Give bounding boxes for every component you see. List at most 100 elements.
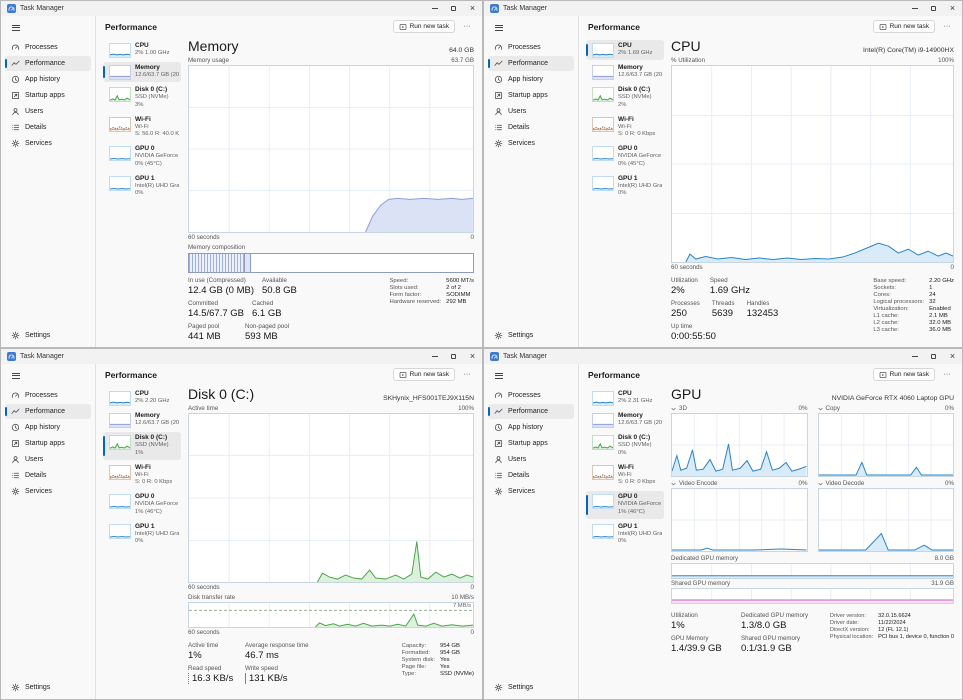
titlebar[interactable]: Task Manager × — [484, 1, 962, 16]
sidebar-item-users[interactable]: Users — [488, 104, 574, 119]
sidebar-item-settings[interactable]: Settings — [488, 680, 574, 695]
perf-tab-cpu[interactable]: CPU 2% 1.69 GHz — [586, 40, 664, 60]
perf-tab-cpu[interactable]: CPU 2% 1.00 GHz — [103, 40, 181, 60]
cpu-utilization-chart[interactable] — [671, 65, 954, 264]
close-button[interactable]: × — [469, 3, 476, 13]
sidebar-item-app-history[interactable]: App history — [5, 72, 91, 87]
hamburger-icon — [12, 372, 20, 379]
sidebar-item-startup-apps[interactable]: Startup apps — [488, 436, 574, 451]
chevron-down-icon[interactable] — [817, 407, 823, 411]
minimize-button[interactable] — [425, 1, 444, 16]
perf-tab-wi-fi[interactable]: Wi-Fi Wi-Fi S: 0 R: 0 Kbps — [586, 462, 664, 490]
sidebar-item-services[interactable]: Services — [488, 484, 574, 499]
perf-tab-wi-fi[interactable]: Wi-Fi Wi-Fi S: 0 R: 0 Kbps — [103, 462, 181, 490]
sidebar-item-startup-apps[interactable]: Startup apps — [5, 436, 91, 451]
dedicated-gpu-memory-chart[interactable] — [671, 563, 954, 580]
close-button[interactable]: × — [949, 351, 956, 361]
perf-tab-cpu[interactable]: CPU 2% 2.20 GHz — [103, 388, 181, 408]
sidebar-item-app-history[interactable]: App history — [5, 420, 91, 435]
chevron-down-icon[interactable] — [671, 407, 676, 411]
gpu-engine-chart-video-decode[interactable] — [817, 488, 954, 553]
run-new-task-button[interactable]: Run new task — [392, 368, 455, 381]
maximize-button[interactable] — [444, 349, 463, 364]
run-new-task-button[interactable]: Run new task — [872, 368, 935, 381]
sidebar-item-users[interactable]: Users — [5, 452, 91, 467]
sidebar-item-users[interactable]: Users — [5, 104, 91, 119]
sidebar-item-processes[interactable]: Processes — [5, 388, 91, 403]
navigation-menu-button[interactable] — [5, 21, 91, 34]
sidebar-item-performance[interactable]: Performance — [5, 56, 91, 71]
navigation-menu-button[interactable] — [5, 369, 91, 382]
disk-active-time-chart[interactable] — [188, 413, 474, 584]
minimize-button[interactable] — [905, 349, 924, 364]
perf-tab-cpu[interactable]: CPU 2% 2.31 GHz — [586, 388, 664, 408]
chevron-down-icon[interactable] — [671, 482, 676, 486]
sidebar-item-startup-apps[interactable]: Startup apps — [488, 88, 574, 103]
maximize-button[interactable] — [924, 349, 943, 364]
perf-tab-wi-fi[interactable]: Wi-Fi Wi-Fi S: 0 R: 0 Kbps — [586, 114, 664, 142]
sidebar-item-performance[interactable]: Performance — [5, 404, 91, 419]
titlebar[interactable]: Task Manager × — [1, 349, 482, 364]
memory-composition-bar[interactable] — [188, 253, 474, 274]
run-new-task-button[interactable]: Run new task — [872, 20, 935, 33]
disk-transfer-rate-chart[interactable]: 7 MB/s — [188, 602, 474, 629]
more-options-button[interactable]: ··· — [940, 368, 954, 381]
sidebar-item-processes[interactable]: Processes — [488, 40, 574, 55]
close-button[interactable]: × — [949, 3, 956, 13]
sidebar-item-users[interactable]: Users — [488, 452, 574, 467]
sidebar-item-services[interactable]: Services — [5, 484, 91, 499]
sidebar-item-app-history[interactable]: App history — [488, 72, 574, 87]
perf-tab-disk-0-c[interactable]: Disk 0 (C:) SSD (NVMe) 1% — [103, 432, 181, 460]
sidebar-item-settings[interactable]: Settings — [5, 680, 91, 695]
more-options-button[interactable]: ··· — [940, 20, 954, 33]
sidebar-item-details[interactable]: Details — [488, 120, 574, 135]
sidebar-item-settings[interactable]: Settings — [5, 328, 91, 343]
gpu-engine-chart-copy[interactable] — [817, 413, 954, 478]
sidebar-item-processes[interactable]: Processes — [5, 40, 91, 55]
sidebar-item-startup-apps[interactable]: Startup apps — [5, 88, 91, 103]
maximize-button[interactable] — [924, 1, 943, 16]
more-options-button[interactable]: ··· — [460, 20, 474, 33]
minimize-button[interactable] — [905, 1, 924, 16]
memory-usage-chart[interactable] — [188, 65, 474, 234]
sidebar-item-details[interactable]: Details — [488, 468, 574, 483]
sidebar-item-processes[interactable]: Processes — [488, 388, 574, 403]
perf-tab-disk-0-c[interactable]: Disk 0 (C:) SSD (NVMe) 2% — [586, 84, 664, 112]
maximize-button[interactable] — [444, 1, 463, 16]
perf-tab-disk-0-c[interactable]: Disk 0 (C:) SSD (NVMe) 0% — [586, 432, 664, 460]
sidebar-item-services[interactable]: Services — [488, 136, 574, 151]
titlebar[interactable]: Task Manager × — [484, 349, 962, 364]
shared-gpu-memory-chart[interactable] — [671, 588, 954, 605]
sidebar-item-performance[interactable]: Performance — [488, 56, 574, 71]
sidebar-item-app-history[interactable]: App history — [488, 420, 574, 435]
navigation-menu-button[interactable] — [488, 21, 574, 34]
gpu-engine-chart-3d[interactable] — [671, 413, 808, 478]
sidebar-item-details[interactable]: Details — [5, 468, 91, 483]
minimize-button[interactable] — [425, 349, 444, 364]
gpu-engine-chart-video-encode[interactable] — [671, 488, 808, 553]
sidebar-item-settings[interactable]: Settings — [488, 328, 574, 343]
sidebar-item-services[interactable]: Services — [5, 136, 91, 151]
perf-tab-disk-0-c[interactable]: Disk 0 (C:) SSD (NVMe) 3% — [103, 84, 181, 112]
close-button[interactable]: × — [469, 351, 476, 361]
titlebar[interactable]: Task Manager × — [1, 1, 482, 16]
sidebar-item-details[interactable]: Details — [5, 120, 91, 135]
navigation-menu-button[interactable] — [488, 369, 574, 382]
sidebar-item-performance[interactable]: Performance — [488, 404, 574, 419]
more-options-button[interactable]: ··· — [460, 368, 474, 381]
run-new-task-button[interactable]: Run new task — [392, 20, 455, 33]
chevron-down-icon[interactable] — [817, 482, 823, 486]
